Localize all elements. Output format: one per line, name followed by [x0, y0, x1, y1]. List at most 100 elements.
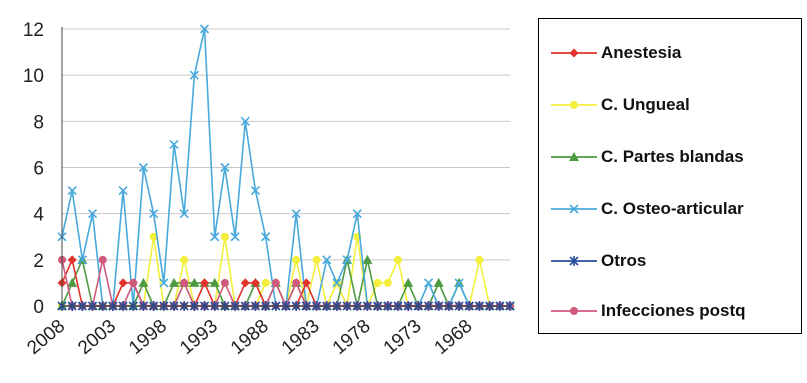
legend-label: C. Ungueal: [601, 95, 690, 114]
data-point-c-ungueal: [394, 255, 402, 264]
legend-swatch-marker: [570, 101, 578, 109]
y-tick-label: 12: [23, 20, 44, 41]
data-point-c-osteo-articular: [250, 186, 261, 196]
data-point-c-ungueal: [475, 255, 484, 264]
data-point-c-partes-blandas: [67, 277, 78, 287]
legend-item-c-osteo-articular: C. Osteo-articular: [549, 199, 744, 219]
data-point-infecciones-postq: [180, 278, 189, 287]
data-point-c-osteo-articular: [230, 232, 240, 242]
legend-swatch-marker: [569, 152, 579, 161]
data-point-c-osteo-articular: [149, 209, 159, 219]
data-point-c-ungueal: [373, 278, 382, 287]
legend-swatch-marker: [569, 204, 579, 214]
data-point-c-ungueal: [383, 278, 392, 287]
data-point-c-osteo-articular: [220, 162, 230, 173]
data-point-c-osteo-articular: [210, 232, 220, 242]
legend-label: Otros: [601, 251, 647, 270]
data-point-c-osteo-articular: [189, 70, 199, 80]
legend-item-otros: Otros: [549, 251, 646, 271]
data-point-c-osteo-articular: [322, 255, 332, 265]
data-point-c-ungueal: [149, 232, 158, 241]
data-point-c-osteo-articular: [77, 255, 87, 265]
data-point-c-ungueal: [261, 278, 270, 287]
y-tick-label: 10: [23, 66, 44, 87]
data-point-c-partes-blandas: [362, 254, 373, 264]
legend-swatch-marker: [569, 256, 579, 266]
data-point-c-osteo-articular: [454, 278, 464, 288]
series-line-c-ungueal: [62, 235, 510, 307]
data-point-c-ungueal: [220, 232, 229, 241]
y-tick-label: 2: [33, 251, 44, 272]
legend-swatch-c-osteo-articular: [551, 204, 597, 214]
data-point-c-osteo-articular: [159, 278, 169, 288]
legend-swatch-c-ungueal: [551, 101, 597, 109]
x-tick-label: 2003: [74, 316, 120, 359]
data-point-c-osteo-articular: [118, 186, 128, 196]
legend-swatch-marker: [569, 48, 579, 58]
legend-swatch-infecciones-postq: [551, 307, 597, 315]
data-point-c-partes-blandas: [403, 277, 414, 287]
data-point-c-osteo-articular: [179, 209, 189, 219]
data-point-c-osteo-articular: [342, 255, 352, 265]
legend-label: Anestesia: [601, 43, 682, 62]
data-point-c-osteo-articular: [199, 24, 210, 34]
legend-swatch-marker: [570, 307, 578, 315]
x-tick-label: 1993: [176, 316, 222, 359]
axes: [61, 27, 510, 307]
data-point-c-osteo-articular: [138, 162, 149, 173]
x-tick-label: 1968: [431, 316, 477, 359]
legend-item-c-partes-blandas: C. Partes blandas: [549, 147, 744, 167]
gridlines: [62, 28, 510, 261]
legend: Anestesia C. Ungueal C. Partes blandas C…: [538, 18, 802, 334]
data-point-c-osteo-articular: [332, 278, 342, 288]
data-point-infecciones-postq: [98, 255, 107, 264]
legend-label: C. Osteo-articular: [601, 199, 744, 218]
legend-item-infecciones-postq: Infecciones postq: [549, 301, 746, 321]
data-point-anestesia: [118, 278, 128, 288]
data-point-c-osteo-articular: [352, 209, 362, 219]
data-point-c-partes-blandas: [189, 277, 200, 287]
data-point-c-partes-blandas: [138, 277, 149, 287]
data-point-c-osteo-articular: [261, 232, 271, 242]
x-tick-label: 1973: [380, 316, 426, 359]
data-point-c-osteo-articular: [67, 186, 77, 196]
data-point-c-partes-blandas: [209, 277, 220, 287]
x-tick-label: 1983: [278, 316, 324, 359]
data-point-c-partes-blandas: [433, 277, 444, 287]
data-point-c-ungueal: [292, 255, 301, 264]
data-point-c-osteo-articular: [169, 139, 179, 149]
y-tick-label: 0: [33, 297, 44, 318]
data-point-c-ungueal: [180, 255, 189, 264]
data-point-c-osteo-articular: [240, 116, 250, 126]
data-point-anestesia: [240, 278, 250, 288]
data-point-anestesia: [67, 255, 77, 265]
data-point-infecciones-postq: [292, 278, 301, 287]
data-point-c-osteo-articular: [423, 278, 434, 288]
data-point-c-ungueal: [312, 255, 321, 264]
x-tick-label: 1988: [227, 316, 273, 359]
legend-swatch-otros: [551, 256, 597, 266]
y-tick-label: 8: [33, 112, 44, 133]
data-point-c-osteo-articular: [291, 209, 301, 219]
legend-item-anestesia: Anestesia: [549, 43, 681, 63]
data-point-anestesia: [301, 278, 311, 288]
data-point-infecciones-postq: [220, 278, 229, 287]
y-axis-ticks: 0 2 4 6 8 10 12: [23, 20, 45, 318]
data-point-anestesia: [250, 278, 260, 288]
data-point-anestesia: [200, 278, 210, 288]
x-tick-label: 2008: [23, 316, 69, 359]
legend-label: Infecciones postq: [601, 301, 746, 320]
legend-swatch-c-partes-blandas: [551, 152, 597, 161]
legend-item-c-ungueal: C. Ungueal: [549, 95, 690, 115]
data-point-infecciones-postq: [129, 278, 138, 287]
x-tick-label: 1978: [329, 316, 375, 359]
y-tick-label: 4: [33, 205, 44, 226]
data-point-infecciones-postq: [271, 278, 280, 287]
x-tick-label: 1998: [125, 316, 171, 359]
legend-label: C. Partes blandas: [601, 147, 744, 166]
x-axis-ticks: 2008 2003 1998 1993 1988 1983 1978 1973 1968: [23, 306, 476, 359]
data-point-c-osteo-articular: [87, 209, 98, 219]
legend-swatch-anestesia: [551, 48, 597, 58]
data-point-c-partes-blandas: [169, 277, 179, 287]
